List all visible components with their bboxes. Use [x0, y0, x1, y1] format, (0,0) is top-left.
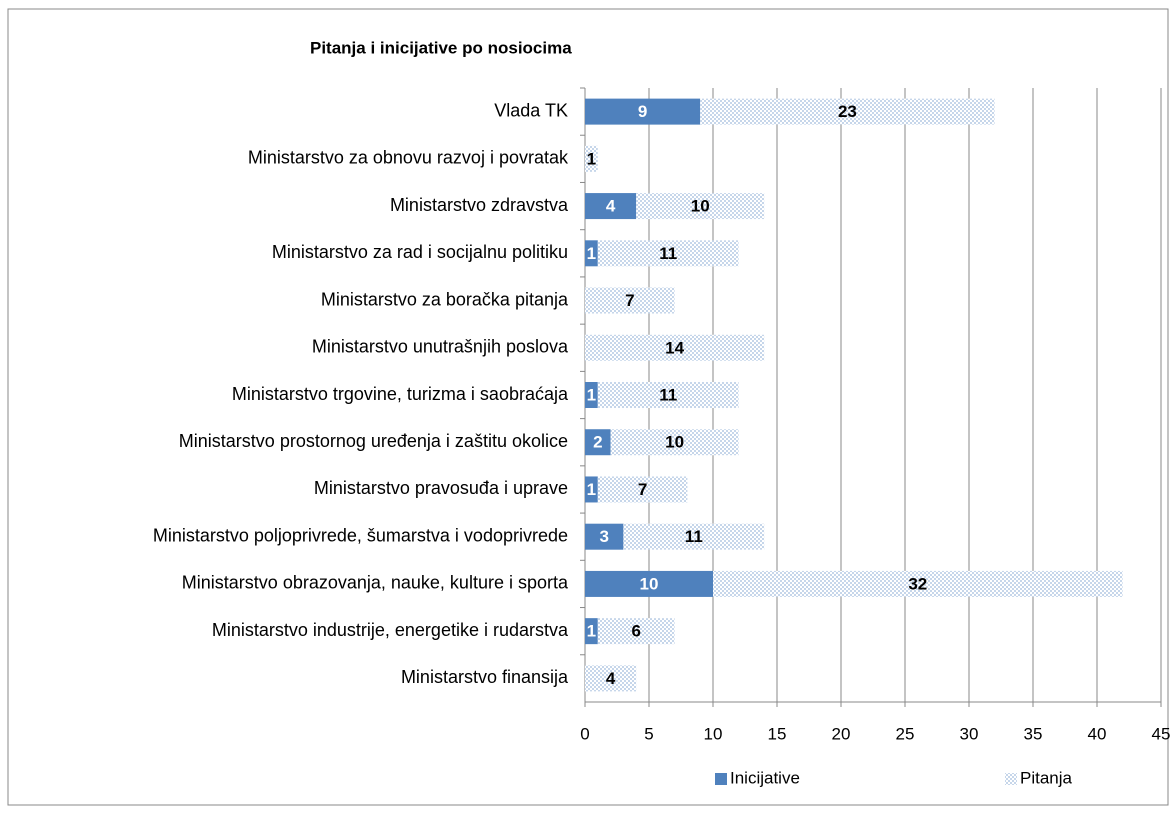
data-label: 4	[606, 197, 616, 216]
x-tick-label: 5	[644, 724, 653, 743]
bar-segment	[585, 523, 624, 550]
bar-segment	[585, 429, 611, 456]
y-tick-label: Ministarstvo finansija	[401, 667, 569, 687]
data-label: 1	[587, 622, 596, 641]
bar-segment	[585, 334, 765, 361]
bar-segment	[585, 145, 598, 172]
data-label: 10	[640, 574, 659, 593]
data-label: 11	[685, 527, 703, 546]
data-label: 11	[659, 244, 677, 263]
x-tick-label: 20	[832, 724, 851, 743]
y-tick-label: Ministarstvo zdravstva	[390, 195, 569, 215]
bar-segment	[585, 98, 701, 125]
data-label: 1	[587, 480, 596, 499]
y-tick-label: Ministarstvo poljoprivrede, šumarstva i …	[153, 525, 568, 545]
y-tick-label: Ministarstvo trgovine, turizma i saobrać…	[232, 384, 569, 404]
bar-segment	[597, 240, 739, 267]
y-tick-label: Ministarstvo za rad i socijalnu politiku	[272, 242, 568, 262]
bar-segment	[585, 287, 675, 314]
data-label: 11	[659, 385, 677, 404]
x-tick-label: 10	[704, 724, 723, 743]
data-label: 2	[593, 433, 602, 452]
data-label: 1	[587, 385, 596, 404]
data-label: 7	[625, 291, 634, 310]
chart-title: Pitanja i inicijative po nosiocima	[310, 38, 572, 57]
bar-segment	[585, 476, 598, 503]
x-tick-label: 25	[896, 724, 915, 743]
bar-segment	[597, 382, 739, 408]
bar-segment	[700, 98, 995, 125]
y-tick-label: Ministarstvo obrazovanja, nauke, kulture…	[182, 573, 569, 593]
bar-segment	[623, 523, 765, 550]
bar-segment	[597, 476, 688, 503]
legend-label: Inicijative	[730, 768, 800, 787]
x-tick-label: 45	[1152, 724, 1171, 743]
bar-segment	[585, 193, 637, 220]
data-label: 1	[587, 149, 596, 168]
bar-segment	[585, 240, 598, 267]
x-tick-label: 40	[1088, 724, 1107, 743]
y-tick-label: Ministarstvo prostornog uređenja i zašti…	[179, 431, 568, 451]
x-tick-label: 30	[960, 724, 979, 743]
data-label: 3	[599, 527, 608, 546]
data-label: 10	[665, 433, 684, 452]
bar-segment	[585, 382, 598, 408]
bar-segment	[585, 618, 598, 645]
data-label: 6	[631, 622, 640, 641]
x-tick-label: 35	[1024, 724, 1043, 743]
data-label: 14	[665, 338, 684, 357]
data-label: 4	[606, 669, 616, 688]
y-tick-label: Ministarstvo pravosuđa i uprave	[314, 478, 568, 498]
data-label: 32	[908, 574, 927, 593]
bar-segment	[597, 618, 675, 645]
bar-segment	[585, 665, 637, 692]
data-label: 9	[638, 102, 647, 121]
legend-swatch	[715, 773, 727, 785]
bar-segment	[713, 570, 1123, 597]
data-label: 1	[587, 244, 596, 263]
data-label: 7	[638, 480, 647, 499]
y-tick-label: Ministarstvo za boračka pitanja	[321, 289, 569, 309]
legend-swatch	[1005, 773, 1017, 785]
y-tick-label: Vlada TK	[494, 100, 568, 120]
data-label: 23	[838, 102, 857, 121]
bar-segment	[610, 429, 739, 456]
y-tick-label: Ministarstvo unutrašnjih poslova	[312, 337, 569, 357]
data-label: 10	[691, 197, 710, 216]
x-tick-label: 15	[768, 724, 787, 743]
y-tick-label: Ministarstvo za obnovu razvoj i povratak	[248, 148, 569, 168]
bar-segment	[585, 570, 713, 597]
bar-segment	[636, 193, 765, 220]
y-tick-label: Ministarstvo industrije, energetike i ru…	[212, 620, 569, 640]
legend-label: Pitanja	[1020, 768, 1073, 787]
x-tick-label: 0	[580, 724, 589, 743]
